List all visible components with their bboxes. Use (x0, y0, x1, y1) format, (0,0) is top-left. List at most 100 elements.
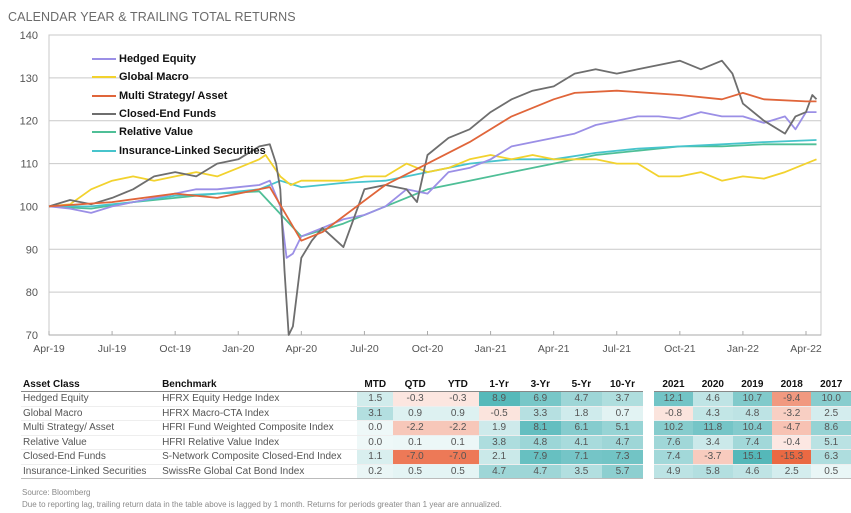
benchmark-cell: S-Network Composite Closed-End Index (160, 449, 358, 465)
x-tick-label: Jan-22 (727, 343, 759, 355)
column-gap (643, 449, 654, 464)
legend-item: Relative Value (92, 123, 266, 141)
y-tick-label: 130 (20, 73, 38, 85)
return-cell: 6.9 (519, 391, 561, 407)
return-cell: 0.9 (437, 406, 479, 421)
return-cell: -0.5 (478, 406, 520, 421)
return-cell: 10.4 (732, 420, 773, 436)
column-gap (643, 406, 654, 421)
legend-swatch (92, 131, 116, 134)
return-cell: 0.5 (811, 464, 851, 479)
return-cell: -7.0 (393, 449, 438, 465)
return-cell: 1.5 (357, 391, 393, 407)
asset-class-cell: Multi Strategy/ Asset (21, 420, 161, 436)
return-cell: -0.3 (437, 391, 479, 407)
x-tick-label: Jul-21 (602, 343, 631, 355)
return-cell: 0.9 (393, 406, 438, 421)
x-tick-label: Jan-21 (475, 343, 507, 355)
column-gap (643, 435, 654, 450)
legend-label: Insurance-Linked Securities (119, 144, 266, 157)
return-cell: 0.1 (437, 435, 479, 450)
return-cell: 5.8 (693, 464, 733, 479)
asset-class-cell: Relative Value (21, 435, 161, 450)
x-tick-label: Oct-21 (664, 343, 696, 355)
return-cell: -9.4 (772, 391, 812, 407)
table-row: Insurance-Linked Securities SwissRe Globa… (21, 464, 851, 479)
series-line-multi-strategy-asset (48, 89, 817, 242)
benchmark-cell: HFRX Macro-CTA Index (160, 406, 358, 421)
column-gap (643, 464, 654, 479)
return-cell: 4.1 (560, 435, 602, 450)
legend-item: Closed-End Funds (92, 105, 266, 123)
return-cell: 0.5 (437, 464, 479, 479)
x-tick-label: Jul-20 (350, 343, 379, 355)
benchmark-cell: HFRI Relative Value Index (160, 435, 358, 450)
return-cell: 4.7 (478, 464, 520, 479)
return-cell: -15.3 (772, 449, 812, 465)
return-cell: 5.1 (601, 420, 644, 436)
y-tick-label: 70 (26, 330, 38, 342)
x-tick-label: Apr-20 (286, 343, 318, 355)
return-cell: 10.7 (732, 391, 773, 407)
return-cell: 1.8 (560, 406, 602, 421)
legend-swatch (92, 76, 116, 79)
lag-note: Due to reporting lag, trailing return da… (22, 500, 502, 509)
return-cell: 6.3 (811, 449, 851, 465)
y-tick-label: 80 (26, 287, 38, 299)
legend-label: Hedged Equity (119, 53, 197, 66)
series-line-insurance-linked-securities (49, 139, 817, 208)
return-cell: 8.1 (519, 420, 561, 436)
return-cell: -2.2 (393, 420, 438, 436)
table-row: Multi Strategy/ Asset HFRI Fund Weighted … (21, 420, 851, 436)
series-line-hedged-equity (48, 111, 817, 259)
legend-swatch (92, 94, 116, 97)
return-cell: 4.8 (519, 435, 561, 450)
return-cell: 3.8 (478, 435, 520, 450)
column-header: 10-Yr (601, 377, 644, 392)
column-header: Asset Class (21, 377, 161, 392)
column-header: 2021 (653, 377, 694, 392)
y-tick-label: 110 (20, 159, 38, 171)
x-tick-label: Apr-21 (538, 343, 570, 355)
return-cell: 8.9 (478, 391, 520, 407)
table-row: Closed-End Funds S-Network Composite Clos… (21, 449, 851, 465)
column-header: Benchmark (160, 377, 358, 392)
asset-class-cell: Closed-End Funds (21, 449, 161, 465)
chart-legend: Hedged Equity Global Macro Multi Strategy/… (92, 50, 266, 160)
asset-class-cell: Insurance-Linked Securities (21, 464, 161, 479)
return-cell: 5.1 (811, 435, 851, 450)
return-cell: -2.2 (437, 420, 479, 436)
y-tick-label: 90 (26, 244, 38, 256)
return-cell: 8.6 (811, 420, 851, 436)
return-cell: 4.7 (601, 435, 644, 450)
legend-swatch (92, 149, 116, 152)
legend-label: Closed-End Funds (119, 108, 217, 121)
return-cell: 11.8 (693, 420, 733, 436)
column-header: 2020 (693, 377, 733, 392)
footnotes: Source: Bloomberg Due to reporting lag, … (22, 487, 502, 511)
return-cell: 6.1 (560, 420, 602, 436)
column-header: 5-Yr (560, 377, 602, 392)
return-cell: 0.2 (357, 464, 393, 479)
return-cell: 10.2 (653, 420, 694, 436)
x-tick-label: Jan-20 (222, 343, 254, 355)
x-tick-label: Jul-19 (98, 343, 127, 355)
column-gap (643, 420, 654, 435)
return-cell: 4.6 (732, 464, 773, 479)
benchmark-cell: SwissRe Global Cat Bond Index (160, 464, 358, 479)
return-cell: 4.7 (519, 464, 561, 479)
source-note: Source: Bloomberg (22, 488, 91, 497)
return-cell: 7.4 (732, 435, 773, 450)
benchmark-cell: HFRI Fund Weighted Composite Index (160, 420, 358, 436)
legend-item: Insurance-Linked Securities (92, 141, 266, 159)
column-header: MTD (357, 377, 393, 392)
column-header: 3-Yr (519, 377, 561, 392)
return-cell: -7.0 (437, 449, 479, 465)
return-cell: 4.9 (653, 464, 694, 479)
return-cell: 7.3 (601, 449, 644, 465)
return-cell: -0.8 (653, 406, 694, 421)
return-cell: 10.0 (811, 391, 851, 407)
y-tick-label: 100 (20, 201, 38, 213)
return-cell: 0.0 (357, 435, 393, 450)
column-gap (643, 377, 654, 392)
